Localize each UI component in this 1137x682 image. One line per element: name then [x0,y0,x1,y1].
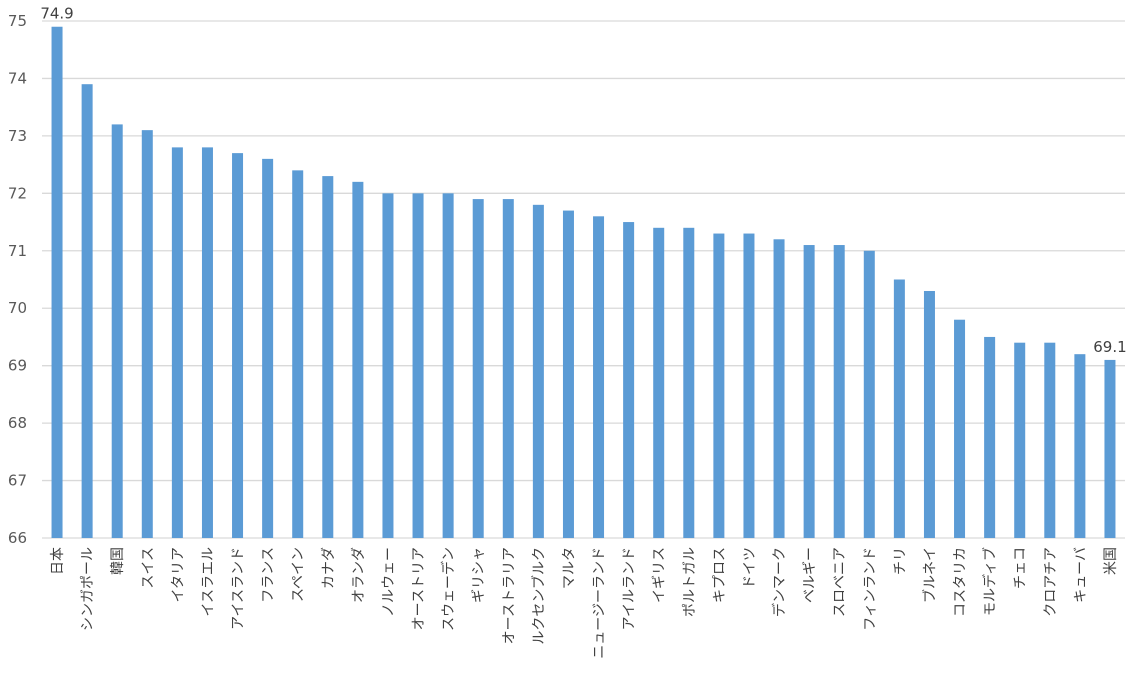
category-label: イギリス [652,547,668,603]
category-label: 韓国 [110,547,126,575]
category-label: フランス [261,547,277,603]
y-tick-label: 69 [8,357,27,375]
y-tick-label: 72 [8,184,27,202]
category-label: ブルネイ [921,547,938,603]
category-label: アイスランド [231,547,247,630]
category-label: スイス [140,547,156,589]
category-label: オーストラリア [501,547,517,644]
category-label: チリ [892,547,908,575]
category-label: ルクセンブルク [530,547,547,645]
category-label: オランダ [351,547,367,603]
category-label: イタリア [170,547,186,602]
category-label: モルディブ [982,547,999,616]
category-label: アイルランド [622,547,638,630]
bar [171,147,183,538]
category-label: 日本 [50,547,66,575]
category-label: ドイツ [742,547,758,589]
category-label: ギリシャ [471,547,487,603]
bar [352,181,364,538]
bar [442,193,454,539]
category-label: イスラエル [200,547,216,617]
category-label: ニュージーランド [592,547,608,659]
y-tick-label: 66 [8,529,27,547]
bar [984,336,996,538]
bar [743,233,755,539]
bar [773,239,785,539]
bar [713,233,725,539]
bar [412,193,424,539]
bar [863,250,875,538]
data-labels: 74.9 69.1 [40,5,1126,356]
category-label: ノルウェー [381,547,397,617]
bar [893,279,905,538]
y-tick-label: 70 [8,299,27,317]
category-label: シンガポール [80,547,96,631]
bar [292,170,304,538]
bar [623,222,635,539]
bars [51,26,1116,539]
bar [262,158,274,538]
bar [562,210,574,539]
bar [232,153,244,538]
category-label: キューバ [1073,547,1089,603]
y-tick-label: 67 [8,472,27,490]
bar [954,319,966,538]
y-tick-label: 71 [8,242,27,260]
y-tick-label: 73 [8,127,27,145]
category-label: ベルギー [802,547,818,603]
category-label: スウェーデン [440,547,457,631]
bar [1074,354,1086,538]
bar [201,147,213,538]
bar [382,193,394,539]
bar [322,176,334,538]
y-axis-tick-labels: 66 67 68 69 70 71 72 73 74 75 [8,12,27,547]
gridlines [42,20,1125,539]
bar [653,227,665,539]
y-tick-label: 74 [8,69,27,87]
bar [1044,342,1056,538]
category-label: クロアチア [1043,547,1059,617]
bar [593,216,605,539]
bar [833,245,845,539]
category-label: デンマーク [771,547,788,617]
y-tick-label: 68 [8,414,27,432]
bar [472,199,484,539]
category-label: オーストリア [411,547,427,630]
category-label: フィンランド [862,547,878,631]
bar [1014,342,1026,538]
category-label: キプロス [712,547,728,603]
y-tick-label: 75 [8,12,27,30]
bar [1104,359,1116,538]
category-labels: 日本 シンガポール 韓国 スイス イタリア イスラエル アイスランド フランス スペイン カナダオ… [50,547,1119,659]
bar [51,26,63,538]
bar [683,227,695,539]
bar [81,84,93,538]
category-label: 米国 [1103,547,1119,575]
category-label: カナダ [321,547,337,589]
bar [141,130,153,538]
bar [532,204,544,539]
category-label: マルタ [561,547,577,589]
category-label: スペイン [291,547,307,602]
data-label: 74.9 [40,5,73,23]
data-label: 69.1 [1093,338,1126,356]
category-label: スロベニア [832,547,848,617]
bar [923,290,935,538]
bar [502,199,514,539]
bar [803,245,815,539]
category-label: ポルトガル [682,547,698,617]
category-label: チェコ [1013,547,1029,589]
bar [111,124,123,539]
category-label: コスタリカ [953,547,969,617]
